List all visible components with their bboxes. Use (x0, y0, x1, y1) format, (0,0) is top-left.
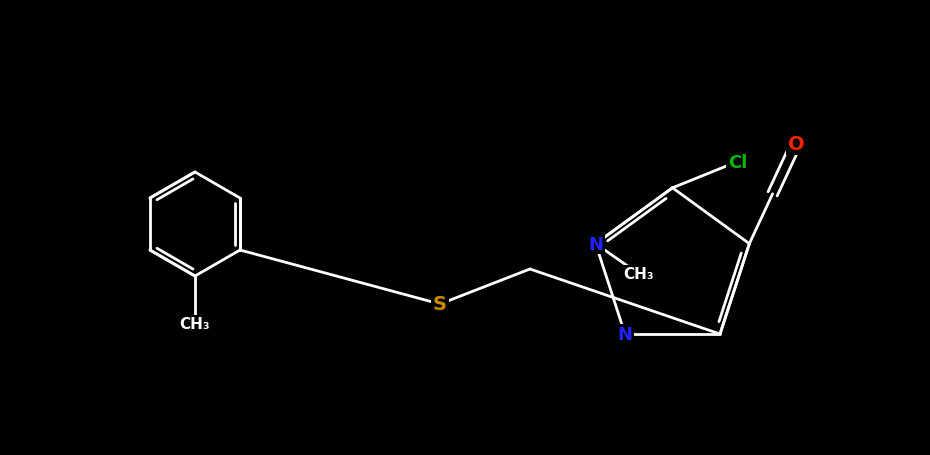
Text: S: S (433, 295, 447, 314)
Text: CH₃: CH₃ (623, 266, 654, 281)
Text: CH₃: CH₃ (179, 317, 210, 332)
Text: Cl: Cl (727, 153, 747, 171)
Text: N: N (588, 235, 604, 253)
Text: N: N (618, 325, 632, 343)
Text: O: O (788, 135, 804, 154)
